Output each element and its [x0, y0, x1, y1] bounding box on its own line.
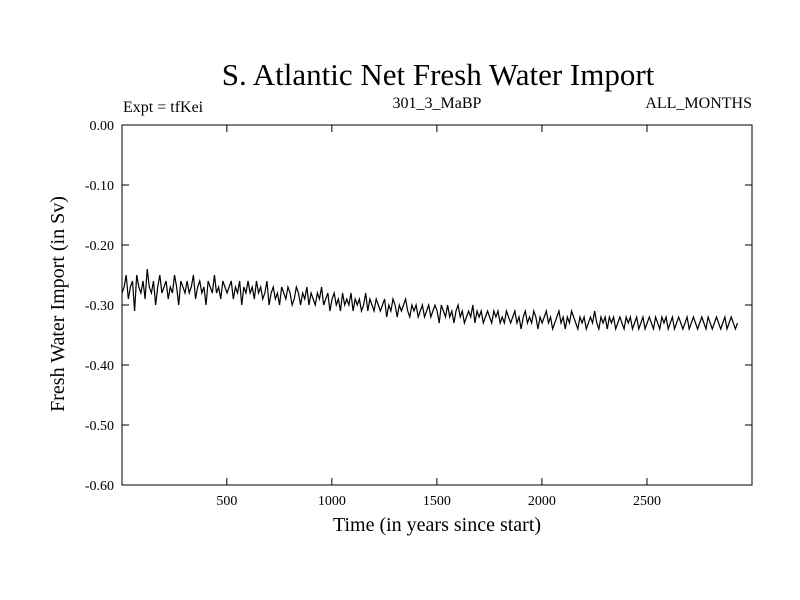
y-tick-label: -0.40	[85, 359, 114, 374]
series-line	[121, 268, 739, 332]
months-label: ALL_MONTHS	[645, 95, 752, 112]
x-tick-label: 1500	[423, 494, 451, 509]
y-tick-label: -0.50	[85, 419, 114, 434]
y-tick-label: -0.20	[85, 239, 114, 254]
x-tick-label: 2000	[528, 494, 556, 509]
y-tick-label: -0.30	[85, 299, 114, 314]
plot-frame	[121, 124, 753, 486]
y-tick-label: 0.00	[90, 119, 115, 134]
plot-area: 500 1000 1500 2000 2500 0.00 -0.10 -0.20 -0.30 -0…	[85, 119, 753, 509]
y-tick-label: -0.10	[85, 179, 114, 194]
chart-title: S. Atlantic Net Fresh Water Import	[222, 57, 655, 92]
x-tick-label: 1000	[318, 494, 346, 509]
y-tick-label: -0.60	[85, 479, 114, 494]
y-axis-label: Fresh Water Import (in Sv)	[47, 196, 69, 412]
experiment-label: Expt = tfKei	[123, 99, 204, 116]
run-id-label: 301_3_MaBP	[393, 95, 482, 112]
x-tick-label: 500	[216, 494, 237, 509]
x-axis-label: Time (in years since start)	[333, 514, 541, 536]
x-tick-label: 2500	[633, 494, 661, 509]
